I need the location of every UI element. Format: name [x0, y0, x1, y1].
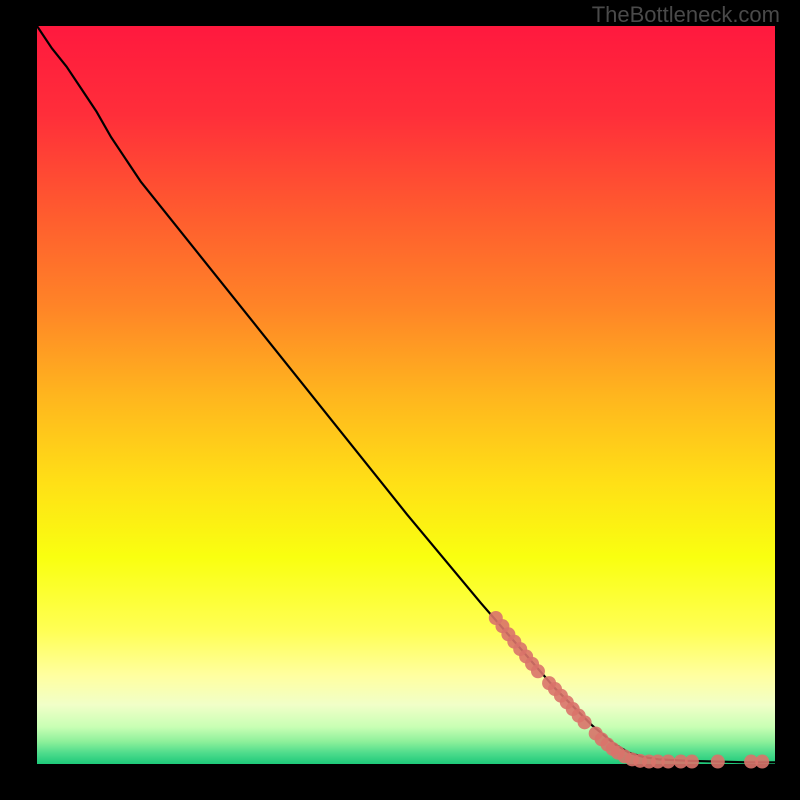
bottleneck-curve: [37, 26, 777, 762]
chart-stage: TheBottleneck.com: [0, 0, 800, 800]
data-marker: [578, 715, 592, 729]
curve-layer: [37, 26, 777, 766]
data-marker: [685, 755, 699, 769]
watermark-text: TheBottleneck.com: [592, 2, 780, 28]
data-marker: [711, 755, 725, 769]
data-marker: [661, 755, 675, 769]
data-marker: [531, 664, 545, 678]
data-marker: [755, 755, 769, 769]
marker-group: [489, 611, 769, 769]
plot-area: [36, 25, 776, 765]
